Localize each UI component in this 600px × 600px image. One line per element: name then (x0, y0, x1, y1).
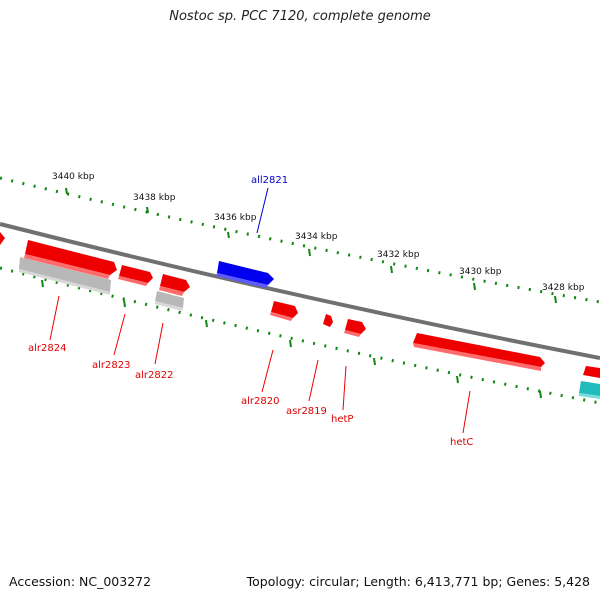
gene-hetC[interactable]: hetC (413, 333, 545, 448)
gene-alr2824-group[interactable]: alr2824 (0, 232, 117, 354)
topology-label: Topology: circular; Length: 6,413,771 bp… (246, 574, 590, 589)
kbp-label: 3428 kbp (542, 283, 585, 293)
gene-alr2820[interactable]: alr2820 (241, 301, 298, 407)
kbp-tick (373, 357, 376, 366)
gene-label: alr2822 (135, 370, 173, 381)
gene-label: all2821 (251, 175, 288, 186)
kbp-tick (205, 319, 208, 328)
kbp-tick (539, 390, 542, 399)
kbp-tick (390, 265, 393, 274)
accession-label: Accession: NC_003272 (9, 574, 152, 589)
gene-partial-right[interactable] (579, 366, 600, 399)
kbp-tick (308, 248, 311, 257)
gene-label: hetP (331, 414, 353, 425)
kbp-tick (554, 295, 557, 304)
kbp-tick (65, 187, 68, 195)
kbp-label: 3438 kbp (133, 193, 176, 203)
kbp-tick (473, 282, 476, 291)
gene-label: alr2820 (241, 396, 279, 407)
genome-backbone (0, 222, 600, 360)
inner-scale (0, 266, 600, 405)
kbp-label: 3430 kbp (459, 267, 502, 277)
gene-label: alr2824 (28, 343, 66, 354)
kbp-tick (456, 375, 459, 384)
gene-alr2822[interactable]: alr2822 (135, 274, 190, 381)
gene-alr2823[interactable]: alr2823 (92, 265, 153, 371)
kbp-label: 3434 kbp (295, 232, 338, 242)
kbp-tick (227, 231, 230, 239)
gene-asr2819[interactable]: asr2819 (286, 314, 333, 417)
kbp-label: 3436 kbp (214, 213, 257, 223)
kbp-label: 3432 kbp (377, 250, 420, 260)
genome-title: Nostoc sp. PCC 7120, complete genome (169, 9, 431, 24)
gene-label: hetC (450, 437, 473, 448)
kbp-tick (289, 339, 292, 348)
kbp-label: 3440 kbp (52, 172, 95, 182)
gene-all2821[interactable]: all2821 (216, 175, 288, 288)
kbp-tick (41, 279, 44, 288)
kbp-tick (123, 299, 126, 308)
gene-label: alr2823 (92, 360, 130, 371)
gene-hetP[interactable]: hetP (331, 319, 366, 425)
gene-label: asr2819 (286, 406, 327, 417)
kbp-tick (146, 206, 149, 214)
outer-scale (0, 176, 600, 304)
kbp-labels: 3440 kbp 3438 kbp 3436 kbp 3434 kbp 3432… (52, 172, 585, 293)
